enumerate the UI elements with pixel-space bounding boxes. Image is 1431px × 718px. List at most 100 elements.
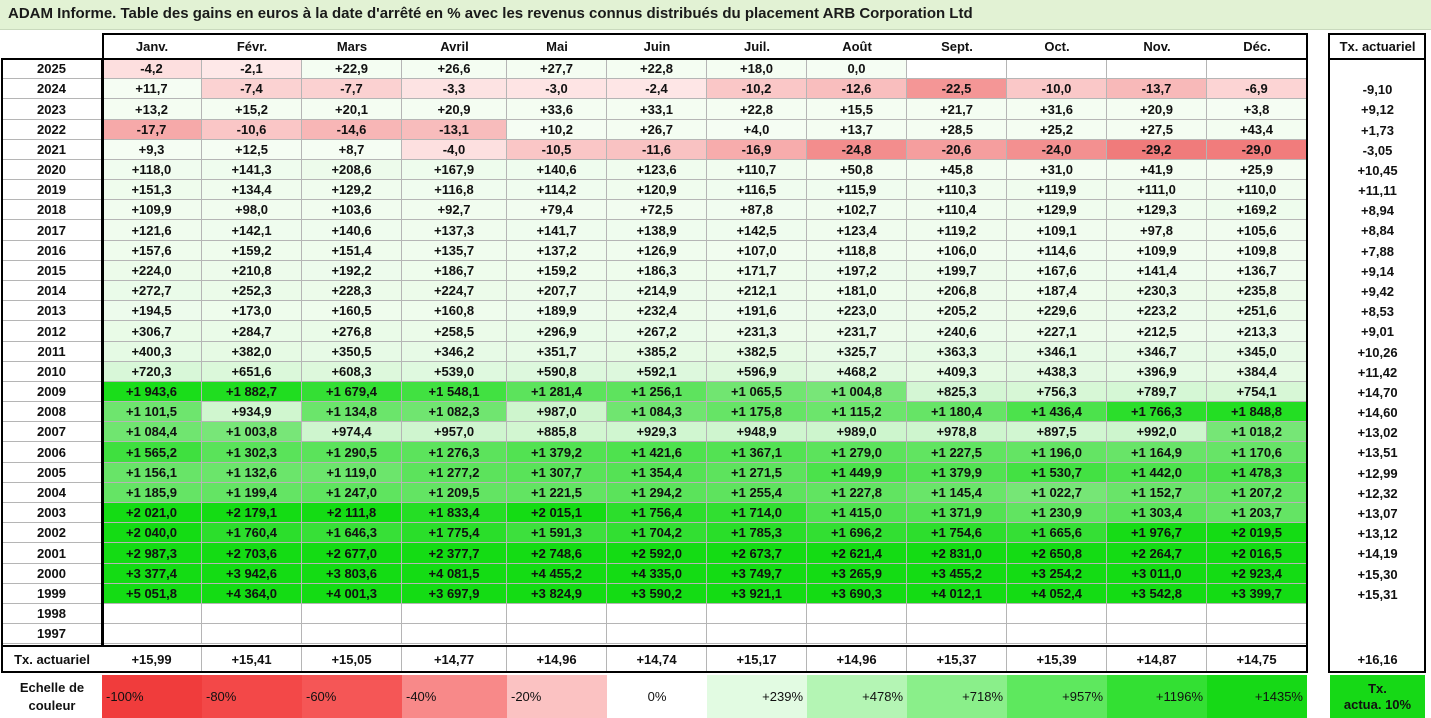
table-cell: +1 848,8	[1207, 402, 1307, 422]
tx-actuariel-cell: +14,19	[1357, 546, 1398, 561]
table-cell: +212,1	[707, 281, 807, 301]
table-cell: +13,2	[102, 99, 202, 120]
tx-actuariel-cell: -9,10	[1362, 81, 1393, 97]
table-cell	[402, 604, 507, 624]
table-cell: +1 371,9	[907, 503, 1007, 523]
year-label: 1998	[2, 604, 102, 624]
table-cell: +232,4	[607, 301, 707, 321]
year-label: 2009	[2, 382, 102, 402]
year-label: 2020	[2, 160, 102, 180]
table-cell: +160,8	[402, 301, 507, 321]
table-cell: +2 650,8	[1007, 543, 1107, 564]
tx-actuariel-cell: +13,12	[1357, 525, 1398, 541]
table-cell: +72,5	[607, 200, 707, 220]
table-cell: +12,5	[202, 140, 302, 160]
table-cell: +350,5	[302, 342, 402, 362]
table-cell: +1 530,7	[1007, 463, 1107, 483]
table-cell: +1 565,2	[102, 442, 202, 463]
table-cell: +756,3	[1007, 382, 1107, 402]
table-cell: +409,3	[907, 362, 1007, 382]
year-label: 2003	[2, 503, 102, 523]
table-cell: +181,0	[807, 281, 907, 301]
tx-row-cell: +15,37	[907, 646, 1007, 672]
scale-label-line: Echelle de	[19, 679, 85, 695]
table-cell: +2 923,4	[1207, 564, 1307, 584]
table-cell: +231,3	[707, 321, 807, 342]
table-cell: +978,8	[907, 422, 1007, 442]
table-cell: +120,9	[607, 180, 707, 200]
table-cell: +948,9	[707, 422, 807, 442]
year-label: 2000	[2, 564, 102, 584]
table-cell	[402, 624, 507, 644]
table-cell: +438,3	[1007, 362, 1107, 382]
table-cell: +351,7	[507, 342, 607, 362]
year-label: 2014	[2, 281, 102, 301]
table-cell	[202, 624, 302, 644]
table-cell: +214,9	[607, 281, 707, 301]
year-label: 2010	[2, 362, 102, 382]
table-cell: +109,1	[1007, 220, 1107, 241]
table-cell: +8,7	[302, 140, 402, 160]
tx-actuariel-cell: +10,45	[1357, 162, 1398, 178]
table-cell: +1 281,4	[507, 382, 607, 402]
table-cell	[707, 624, 807, 644]
table-cell: +2 179,1	[202, 503, 302, 523]
table-cell: +11,7	[102, 79, 202, 99]
color-scale-swatch: -20%	[507, 675, 607, 718]
table-cell: -22,5	[907, 79, 1007, 99]
year-label: 2019	[2, 180, 102, 200]
table-cell: +92,7	[402, 200, 507, 220]
table-cell: +151,4	[302, 241, 402, 261]
table-cell: +140,6	[507, 160, 607, 180]
table-cell: +4 052,4	[1007, 584, 1107, 604]
tx-row-cell: +14,96	[807, 646, 907, 672]
table-cell: +1 164,9	[1107, 442, 1207, 463]
scale-tx-swatch: Tx. actua. 10%	[1330, 675, 1425, 718]
table-cell: +2 673,7	[707, 543, 807, 564]
year-label: 2011	[2, 342, 102, 362]
table-cell: +2 019,5	[1207, 523, 1307, 543]
table-cell: +1 209,5	[402, 483, 507, 503]
table-cell: +4,0	[707, 120, 807, 140]
table-cell: +992,0	[1107, 422, 1207, 442]
table-cell: +1 221,5	[507, 483, 607, 503]
table-cell: +539,0	[402, 362, 507, 382]
table-cell: +1 018,2	[1207, 422, 1307, 442]
table-cell	[1207, 604, 1307, 624]
table-cell: +1 379,2	[507, 442, 607, 463]
table-cell: +210,8	[202, 261, 302, 281]
table-cell	[1107, 604, 1207, 624]
table-cell	[1207, 59, 1307, 79]
table-cell: +189,9	[507, 301, 607, 321]
table-cell: -4,0	[402, 140, 507, 160]
table-cell: +325,7	[807, 342, 907, 362]
table-cell	[302, 604, 402, 624]
table-cell: +1 227,5	[907, 442, 1007, 463]
table-cell: -20,6	[907, 140, 1007, 160]
table-cell: +596,9	[707, 362, 807, 382]
table-cell: +33,6	[507, 99, 607, 120]
table-cell: +115,9	[807, 180, 907, 200]
table-cell: +590,8	[507, 362, 607, 382]
scale-label: Echelle de couleur	[2, 675, 102, 718]
table-cell: +194,5	[102, 301, 202, 321]
table-cell: +825,3	[907, 382, 1007, 402]
table-cell: +169,2	[1207, 200, 1307, 220]
table-cell	[1007, 624, 1107, 644]
table-cell: +3 824,9	[507, 584, 607, 604]
table-cell: +3 749,7	[707, 564, 807, 584]
tx-row-cell: +15,05	[302, 646, 402, 672]
year-label: 2012	[2, 321, 102, 342]
table-cell: -29,0	[1207, 140, 1307, 160]
table-cell: +110,7	[707, 160, 807, 180]
table-cell: +212,5	[1107, 321, 1207, 342]
table-cell: +171,7	[707, 261, 807, 281]
tx-row-cell: +14,87	[1107, 646, 1207, 672]
table-cell: +2 377,7	[402, 543, 507, 564]
table-cell: -24,8	[807, 140, 907, 160]
table-cell: +3 803,6	[302, 564, 402, 584]
table-cell: +157,6	[102, 241, 202, 261]
table-cell: +267,2	[607, 321, 707, 342]
scale-tx-line: Tx.	[1368, 680, 1387, 696]
